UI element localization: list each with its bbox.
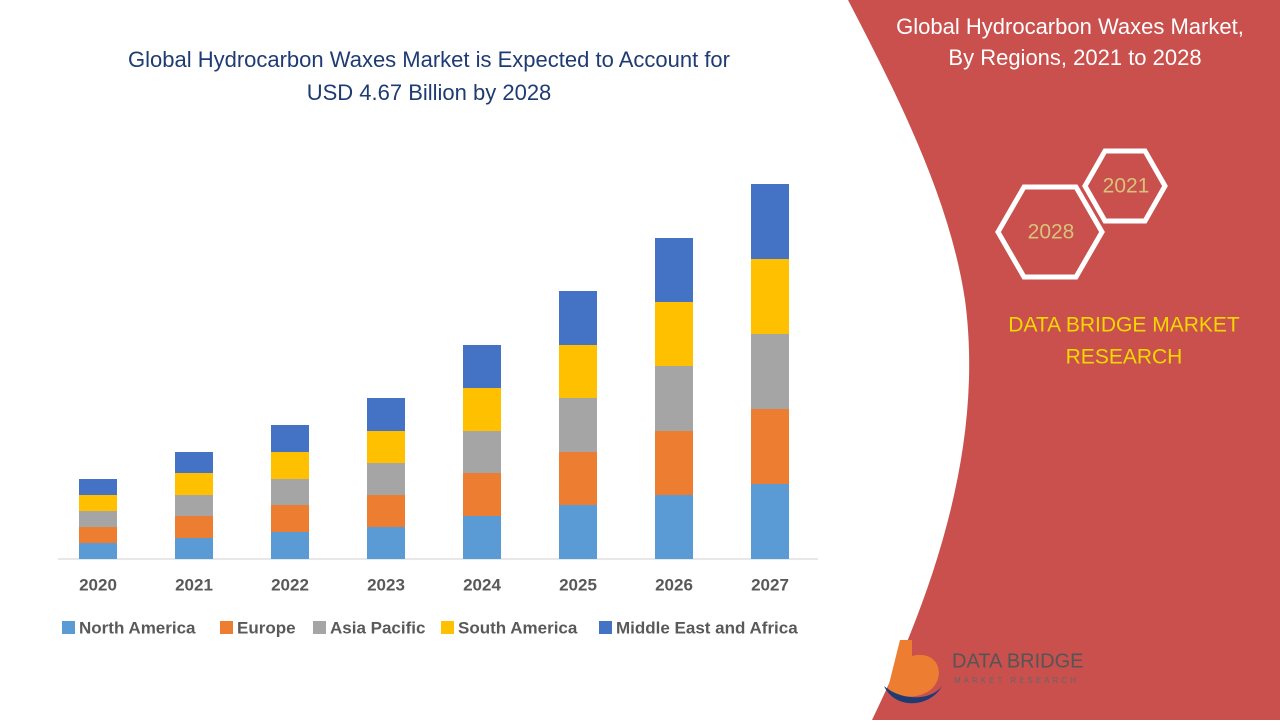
bar-segment xyxy=(463,345,501,388)
bar-segment xyxy=(463,516,501,559)
hexagon-label: 2028 xyxy=(1028,221,1075,244)
bar-segment xyxy=(271,505,309,532)
x-tick-label: 2026 xyxy=(655,575,693,594)
legend-label: South America xyxy=(458,618,578,637)
bar-segment xyxy=(271,452,309,479)
bar-segment xyxy=(559,505,597,559)
bar-segment xyxy=(655,366,693,431)
bar-segment xyxy=(751,484,789,559)
bar-segment xyxy=(751,259,789,334)
bar-segment xyxy=(463,431,501,473)
bar-segment xyxy=(559,452,597,505)
bar-segment xyxy=(175,495,213,516)
bar-segment xyxy=(175,452,213,473)
bar-segment xyxy=(367,398,405,431)
bar-segment xyxy=(751,334,789,409)
x-tick-label: 2020 xyxy=(79,575,117,594)
panel-title: By Regions, 2021 to 2028 xyxy=(948,45,1201,70)
bar-segment xyxy=(559,291,597,345)
logo: DATA BRIDGE MARKET RESEARCH xyxy=(884,640,1084,704)
bar-segment xyxy=(655,238,693,302)
brand: RESEARCH xyxy=(1066,346,1183,369)
bar-segment xyxy=(79,495,117,511)
bar-segment xyxy=(655,431,693,495)
bar-segment xyxy=(271,479,309,505)
bar-segment xyxy=(463,473,501,516)
bar-segment xyxy=(463,388,501,431)
logo-tagline: MARKET RESEARCH xyxy=(954,676,1079,685)
legend-swatch xyxy=(62,621,75,634)
bar-segment xyxy=(751,409,789,484)
x-tick-label: 2023 xyxy=(367,575,405,594)
bar-segment xyxy=(367,527,405,559)
bar-segment xyxy=(559,345,597,398)
legend-swatch xyxy=(441,621,454,634)
logo-mark xyxy=(888,640,939,697)
side-panel xyxy=(848,0,1280,720)
bar-segment xyxy=(175,516,213,538)
legend-label: Middle East and Africa xyxy=(616,618,798,637)
x-tick-label: 2022 xyxy=(271,575,309,594)
x-tick-label: 2024 xyxy=(463,575,501,594)
bar-segment xyxy=(79,479,117,495)
brand: DATA BRIDGE MARKET xyxy=(1008,314,1240,337)
bar-segment xyxy=(175,538,213,559)
panel-title: Global Hydrocarbon Waxes Market, xyxy=(896,14,1244,39)
bar-segment xyxy=(367,495,405,527)
x-tick-label: 2025 xyxy=(559,575,597,594)
bar-segment xyxy=(271,532,309,559)
bar-segment xyxy=(367,463,405,495)
hexagon xyxy=(1082,148,1168,224)
x-tick-label: 2021 xyxy=(175,575,213,594)
bar-segment xyxy=(79,511,117,527)
legend-label: Asia Pacific xyxy=(330,618,425,637)
bar-segment xyxy=(175,473,213,495)
legend-swatch xyxy=(599,621,612,634)
bar-segment xyxy=(79,543,117,559)
legend-label: Europe xyxy=(237,618,296,637)
legend-swatch xyxy=(313,621,326,634)
logo-name: DATA BRIDGE xyxy=(952,650,1084,672)
bar-segment xyxy=(655,302,693,366)
bar-segment xyxy=(751,184,789,259)
chart-title: USD 4.67 Billion by 2028 xyxy=(307,80,552,105)
bar-segment xyxy=(655,495,693,559)
bar-segment xyxy=(79,527,117,543)
legend-swatch xyxy=(220,621,233,634)
logo-mark xyxy=(884,686,942,704)
bar-segment xyxy=(271,425,309,452)
bar-segment xyxy=(367,431,405,463)
hexagon-label: 2021 xyxy=(1103,175,1150,198)
hexagon xyxy=(995,184,1105,280)
x-tick-label: 2027 xyxy=(751,575,789,594)
chart-title: Global Hydrocarbon Waxes Market is Expec… xyxy=(128,47,730,72)
bar-segment xyxy=(559,398,597,452)
legend-label: North America xyxy=(79,618,196,637)
